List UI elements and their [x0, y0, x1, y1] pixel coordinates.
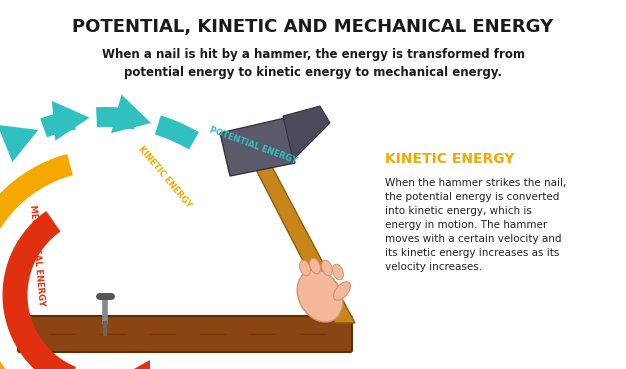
Polygon shape	[283, 106, 330, 160]
Polygon shape	[250, 158, 355, 323]
Text: KINETIC ENERGY: KINETIC ENERGY	[136, 145, 193, 210]
Polygon shape	[111, 94, 151, 133]
Ellipse shape	[322, 260, 332, 276]
Ellipse shape	[334, 282, 351, 300]
Polygon shape	[155, 115, 199, 149]
Polygon shape	[3, 211, 76, 369]
Text: KINETIC ENERGY: KINETIC ENERGY	[385, 152, 515, 166]
Text: When the hammer strikes the nail,
the potential energy is converted
into kinetic: When the hammer strikes the nail, the po…	[385, 178, 567, 272]
Polygon shape	[0, 154, 73, 369]
Polygon shape	[96, 107, 138, 130]
Polygon shape	[52, 101, 90, 141]
Text: When a nail is hit by a hammer, the energy is transformed from
potential energy : When a nail is hit by a hammer, the ener…	[101, 48, 525, 79]
FancyBboxPatch shape	[18, 316, 352, 352]
Text: MECHANICAL ENERGY: MECHANICAL ENERGY	[28, 204, 46, 306]
Ellipse shape	[297, 270, 343, 322]
Text: POTENTIAL, KINETIC AND MECHANICAL ENERGY: POTENTIAL, KINETIC AND MECHANICAL ENERGY	[73, 18, 553, 36]
Polygon shape	[40, 110, 76, 137]
Ellipse shape	[310, 258, 321, 274]
Text: POTENTIAL ENERGY: POTENTIAL ENERGY	[208, 125, 298, 165]
Ellipse shape	[300, 260, 310, 276]
Polygon shape	[220, 118, 295, 176]
Polygon shape	[0, 125, 38, 162]
Ellipse shape	[332, 264, 344, 280]
Polygon shape	[105, 360, 150, 369]
